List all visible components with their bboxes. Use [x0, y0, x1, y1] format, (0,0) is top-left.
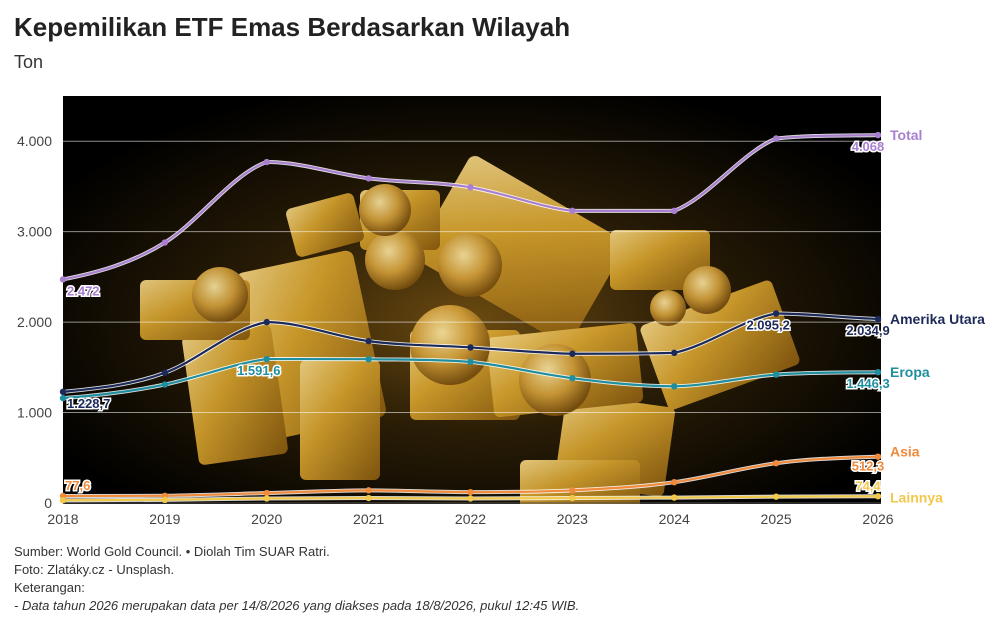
data-point-asia — [263, 489, 270, 497]
x-tick-label: 2022 — [455, 511, 486, 527]
data-label-amerika-utara: 2.095,2 — [746, 318, 789, 333]
y-tick-label: 0 — [44, 495, 52, 511]
data-point-eropa — [569, 374, 576, 382]
y-tick-label: 2.000 — [17, 314, 52, 330]
data-point-amerika-utara — [365, 337, 372, 345]
x-tick-label: 2024 — [659, 511, 690, 527]
data-point-total — [161, 239, 169, 246]
x-tick-label: 2019 — [149, 511, 180, 527]
y-tick-label: 1.000 — [17, 405, 52, 421]
data-point-eropa — [874, 368, 882, 376]
data-point-eropa — [263, 355, 270, 363]
data-point-amerika-utara — [59, 388, 67, 396]
data-point-asia — [671, 478, 678, 486]
x-tick-label: 2020 — [251, 511, 282, 527]
chart-title: Kepemilikan ETF Emas Berdasarkan Wilayah — [14, 12, 571, 42]
data-point-lainnya — [161, 496, 169, 504]
x-tick-label: 2025 — [761, 511, 792, 527]
data-label-first-total: 2.472 — [67, 283, 100, 298]
photo-credit: Foto: Zlatáky.cz - Unsplash. — [14, 562, 175, 577]
data-point-amerika-utara — [671, 349, 678, 357]
data-point-eropa — [772, 371, 780, 378]
data-point-eropa — [161, 381, 169, 388]
data-point-amerika-utara — [263, 318, 270, 326]
data-label-last-asia: 512,3 — [852, 459, 885, 474]
data-point-total — [772, 135, 780, 142]
data-point-eropa — [467, 358, 474, 366]
series-name-asia: Asia — [890, 444, 920, 460]
background-photo — [63, 96, 881, 504]
data-point-total — [569, 207, 576, 215]
data-point-eropa — [365, 355, 372, 363]
y-tick-label: 4.000 — [17, 133, 52, 149]
data-point-total — [365, 175, 372, 182]
data-point-asia — [569, 487, 576, 494]
x-tick-label: 2021 — [353, 511, 384, 527]
data-label-eropa: 1.591,6 — [237, 363, 280, 378]
data-point-total — [467, 184, 474, 191]
data-point-asia — [365, 487, 372, 494]
data-label-last-total: 4.068 — [852, 139, 885, 154]
data-point-eropa — [671, 383, 678, 390]
data-point-amerika-utara — [874, 315, 882, 323]
series-name-eropa: Eropa — [890, 364, 930, 380]
data-label-first-amerika-utara: 1.228,7 — [67, 396, 110, 411]
data-point-lainnya — [365, 494, 372, 502]
footer: Sumber: World Gold Council. • Diolah Tim… — [14, 543, 579, 615]
x-tick-label: 2026 — [862, 511, 893, 527]
data-point-amerika-utara — [772, 310, 780, 317]
data-point-asia — [874, 453, 882, 460]
data-point-lainnya — [59, 497, 67, 504]
chart-subtitle: Ton — [14, 52, 44, 72]
axes: 0 1.000 2.000 3.000 4.000 2018 2019 2020 2021 202… — [17, 133, 894, 527]
data-point-lainnya — [874, 493, 882, 500]
data-point-lainnya — [467, 495, 474, 502]
data-point-lainnya — [569, 494, 576, 502]
series-name-lainnya: Lainnya — [890, 489, 943, 505]
series-name-amerika-utara: Amerika Utara — [890, 311, 985, 327]
y-tick-label: 3.000 — [17, 224, 52, 240]
data-point-total — [263, 158, 270, 166]
data-label-first-asia: 77,6 — [65, 478, 90, 493]
source-note: Sumber: World Gold Council. • Diolah Tim… — [14, 544, 330, 559]
data-point-lainnya — [772, 493, 780, 500]
data-point-total — [59, 276, 67, 283]
data-label-last-eropa: 1.446,3 — [846, 376, 889, 391]
notes-heading: Keterangan: — [14, 580, 85, 595]
data-point-amerika-utara — [569, 350, 576, 357]
data-label-last-amerika-utara: 2.034,9 — [846, 323, 889, 338]
x-tick-label: 2023 — [557, 511, 588, 527]
series-group — [59, 131, 882, 504]
data-note: - Data tahun 2026 merupakan data per 14/… — [14, 598, 580, 613]
line-chart: 0 1.000 2.000 3.000 4.000 2018 2019 2020 2021 202… — [17, 96, 986, 527]
data-point-amerika-utara — [161, 369, 169, 376]
data-point-lainnya — [671, 494, 678, 501]
data-point-asia — [772, 460, 780, 467]
data-labels: 2.472 4.068 Total 1.228,7 2.095,2 2.034,9Amer… — [64, 127, 986, 505]
data-point-asia — [467, 488, 474, 496]
data-point-amerika-utara — [467, 344, 474, 351]
series-name-total: Total — [890, 127, 922, 143]
x-tick-label: 2018 — [47, 511, 78, 527]
data-point-total — [874, 131, 882, 139]
data-label-last-lainnya: 74,4 — [855, 478, 881, 493]
data-point-lainnya — [263, 495, 270, 502]
data-point-total — [671, 207, 678, 215]
data-point-eropa — [59, 394, 67, 402]
